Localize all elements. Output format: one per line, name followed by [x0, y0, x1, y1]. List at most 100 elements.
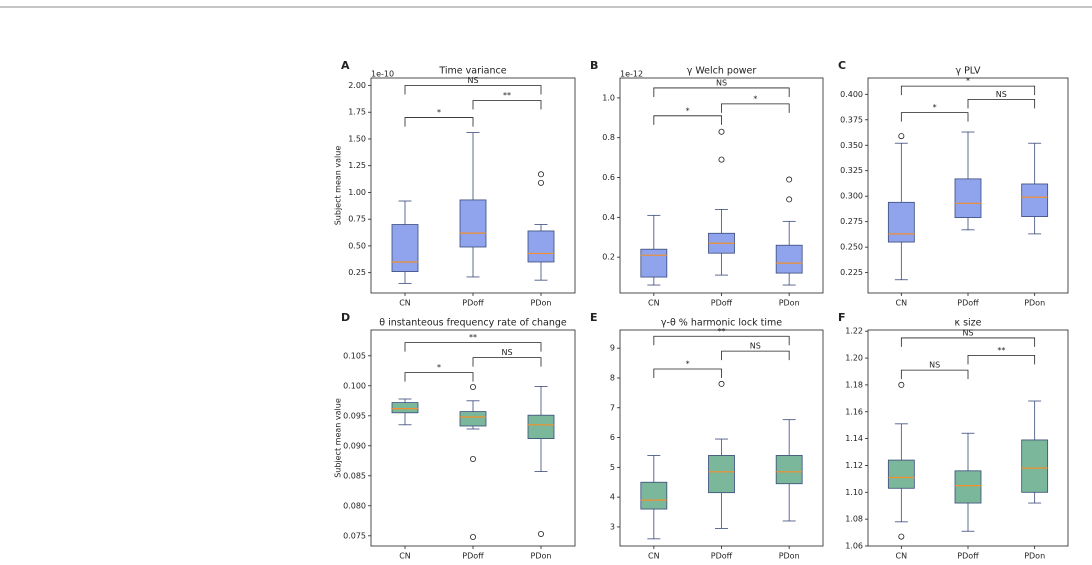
- box: [459, 199, 487, 248]
- bracket: [900, 337, 1036, 347]
- box: [1021, 183, 1049, 217]
- panel: 0.25 0.50 0.75 1.00 1.25 1.50 1.75 2.00 A Time va…: [334, 59, 576, 308]
- outlier: [718, 156, 725, 163]
- y-tick-label: 1.75: [348, 108, 366, 117]
- bracket: [967, 354, 1036, 365]
- outlier: [469, 534, 476, 541]
- box: [640, 248, 668, 278]
- y-tick-label: 0.50: [348, 241, 366, 250]
- bracket: [404, 117, 474, 127]
- bracket: [900, 85, 1036, 96]
- panel-letter: B: [590, 59, 598, 72]
- y-tick-label: 1.00: [348, 188, 366, 197]
- panel-title: Time variance: [438, 66, 506, 77]
- y-tick-label: 6: [610, 433, 615, 442]
- y-tick-label: 0.325: [840, 166, 863, 175]
- y-tick-label: 8: [610, 373, 615, 382]
- panel-letter: A: [341, 59, 350, 72]
- bracket-label: **: [718, 327, 726, 336]
- outlier: [786, 196, 793, 203]
- offset-label: 1e-12: [620, 70, 643, 79]
- bracket-label: *: [437, 363, 441, 372]
- x-tick-label: PDoff: [957, 299, 979, 308]
- bracket-label: NS: [750, 342, 761, 351]
- bracket: [653, 87, 790, 97]
- bracket-label: NS: [929, 361, 940, 370]
- y-tick-label: 0.080: [343, 501, 366, 510]
- bracket: [404, 372, 474, 382]
- y-tick-label: 0.090: [343, 441, 366, 450]
- y-tick-label: 3: [610, 522, 615, 531]
- box: [775, 244, 803, 274]
- y-tick-label: 2.00: [348, 81, 366, 90]
- box: [1021, 439, 1049, 493]
- y-tick-label: 0.275: [840, 217, 863, 226]
- x-tick-label: PDoff: [711, 299, 733, 308]
- y-tick-label: 1.14: [845, 434, 863, 443]
- x-tick-label: PDoff: [462, 299, 484, 308]
- offset-label: 1e-10: [371, 70, 394, 79]
- y-tick-label: 0.100: [343, 381, 366, 390]
- bracket: [900, 112, 969, 122]
- y-tick-label: 9: [610, 344, 615, 353]
- y-tick-label: 0.6: [602, 173, 615, 182]
- bracket: [404, 342, 542, 352]
- x-tick-label: PDon: [1024, 552, 1045, 561]
- outlier: [538, 179, 545, 186]
- y-tick-label: 1.0: [602, 93, 615, 102]
- bracket-label: NS: [962, 328, 973, 337]
- bracket: [653, 335, 790, 346]
- box: [391, 402, 419, 414]
- panel-letter: C: [838, 59, 846, 72]
- bracket-label: NS: [467, 76, 478, 85]
- panel-letter: E: [590, 311, 598, 324]
- bracket-label: *: [686, 360, 690, 369]
- x-tick-label: CN: [896, 552, 908, 561]
- x-tick-label: PDon: [531, 552, 552, 561]
- panel: 0.225 0.250 0.275 0.300 0.325 0.350 0.375 0.400…: [838, 59, 1069, 308]
- panel: 0.075 0.080 0.085 0.090 0.095 0.100 0.105 D θ in…: [334, 311, 576, 561]
- y-tick-label: 1.12: [845, 461, 863, 470]
- box: [527, 230, 555, 263]
- x-tick-label: PDon: [1024, 299, 1045, 308]
- y-tick-label: 0.085: [343, 471, 366, 480]
- outlier: [718, 380, 725, 387]
- box: [954, 178, 982, 218]
- y-tick-label: 1.10: [845, 488, 863, 497]
- y-tick-label: 1.06: [845, 542, 863, 551]
- y-tick-label: 0.250: [840, 243, 863, 252]
- bracket: [721, 350, 790, 361]
- bracket-label: **: [503, 91, 511, 100]
- bracket: [900, 369, 969, 380]
- box: [527, 414, 555, 440]
- y-tick-label: 0.400: [840, 90, 863, 99]
- bracket-label: *: [753, 94, 757, 103]
- y-tick-label: 0.075: [343, 531, 366, 540]
- y-tick-label: 1.08: [845, 515, 863, 524]
- outlier: [786, 176, 793, 183]
- bracket: [472, 357, 542, 367]
- panel-title: γ Welch power: [687, 66, 757, 77]
- box: [775, 455, 803, 485]
- x-tick-label: PDon: [531, 299, 552, 308]
- bracket: [721, 103, 790, 113]
- x-tick-label: PDoff: [957, 552, 979, 561]
- x-tick-label: PDon: [779, 552, 800, 561]
- x-tick-label: PDon: [779, 299, 800, 308]
- bracket: [472, 100, 542, 110]
- x-tick-label: PDoff: [462, 552, 484, 561]
- bracket-label: *: [933, 103, 937, 112]
- box: [640, 481, 668, 510]
- box: [708, 455, 735, 494]
- bracket-label: **: [997, 346, 1005, 355]
- panel-title: γ-θ % harmonic lock time: [661, 318, 782, 329]
- panel-title: γ PLV: [955, 66, 981, 77]
- y-tick-label: 0.225: [840, 268, 863, 277]
- y-tick-label: 1.18: [845, 380, 863, 389]
- y-tick-label: 0.4: [602, 213, 615, 222]
- y-tick-label: 0.2: [602, 253, 615, 262]
- y-tick-label: 1.16: [845, 407, 863, 416]
- panel-letter: D: [341, 311, 350, 324]
- y-tick-label: 1.22: [845, 327, 863, 336]
- bracket-label: *: [686, 106, 690, 115]
